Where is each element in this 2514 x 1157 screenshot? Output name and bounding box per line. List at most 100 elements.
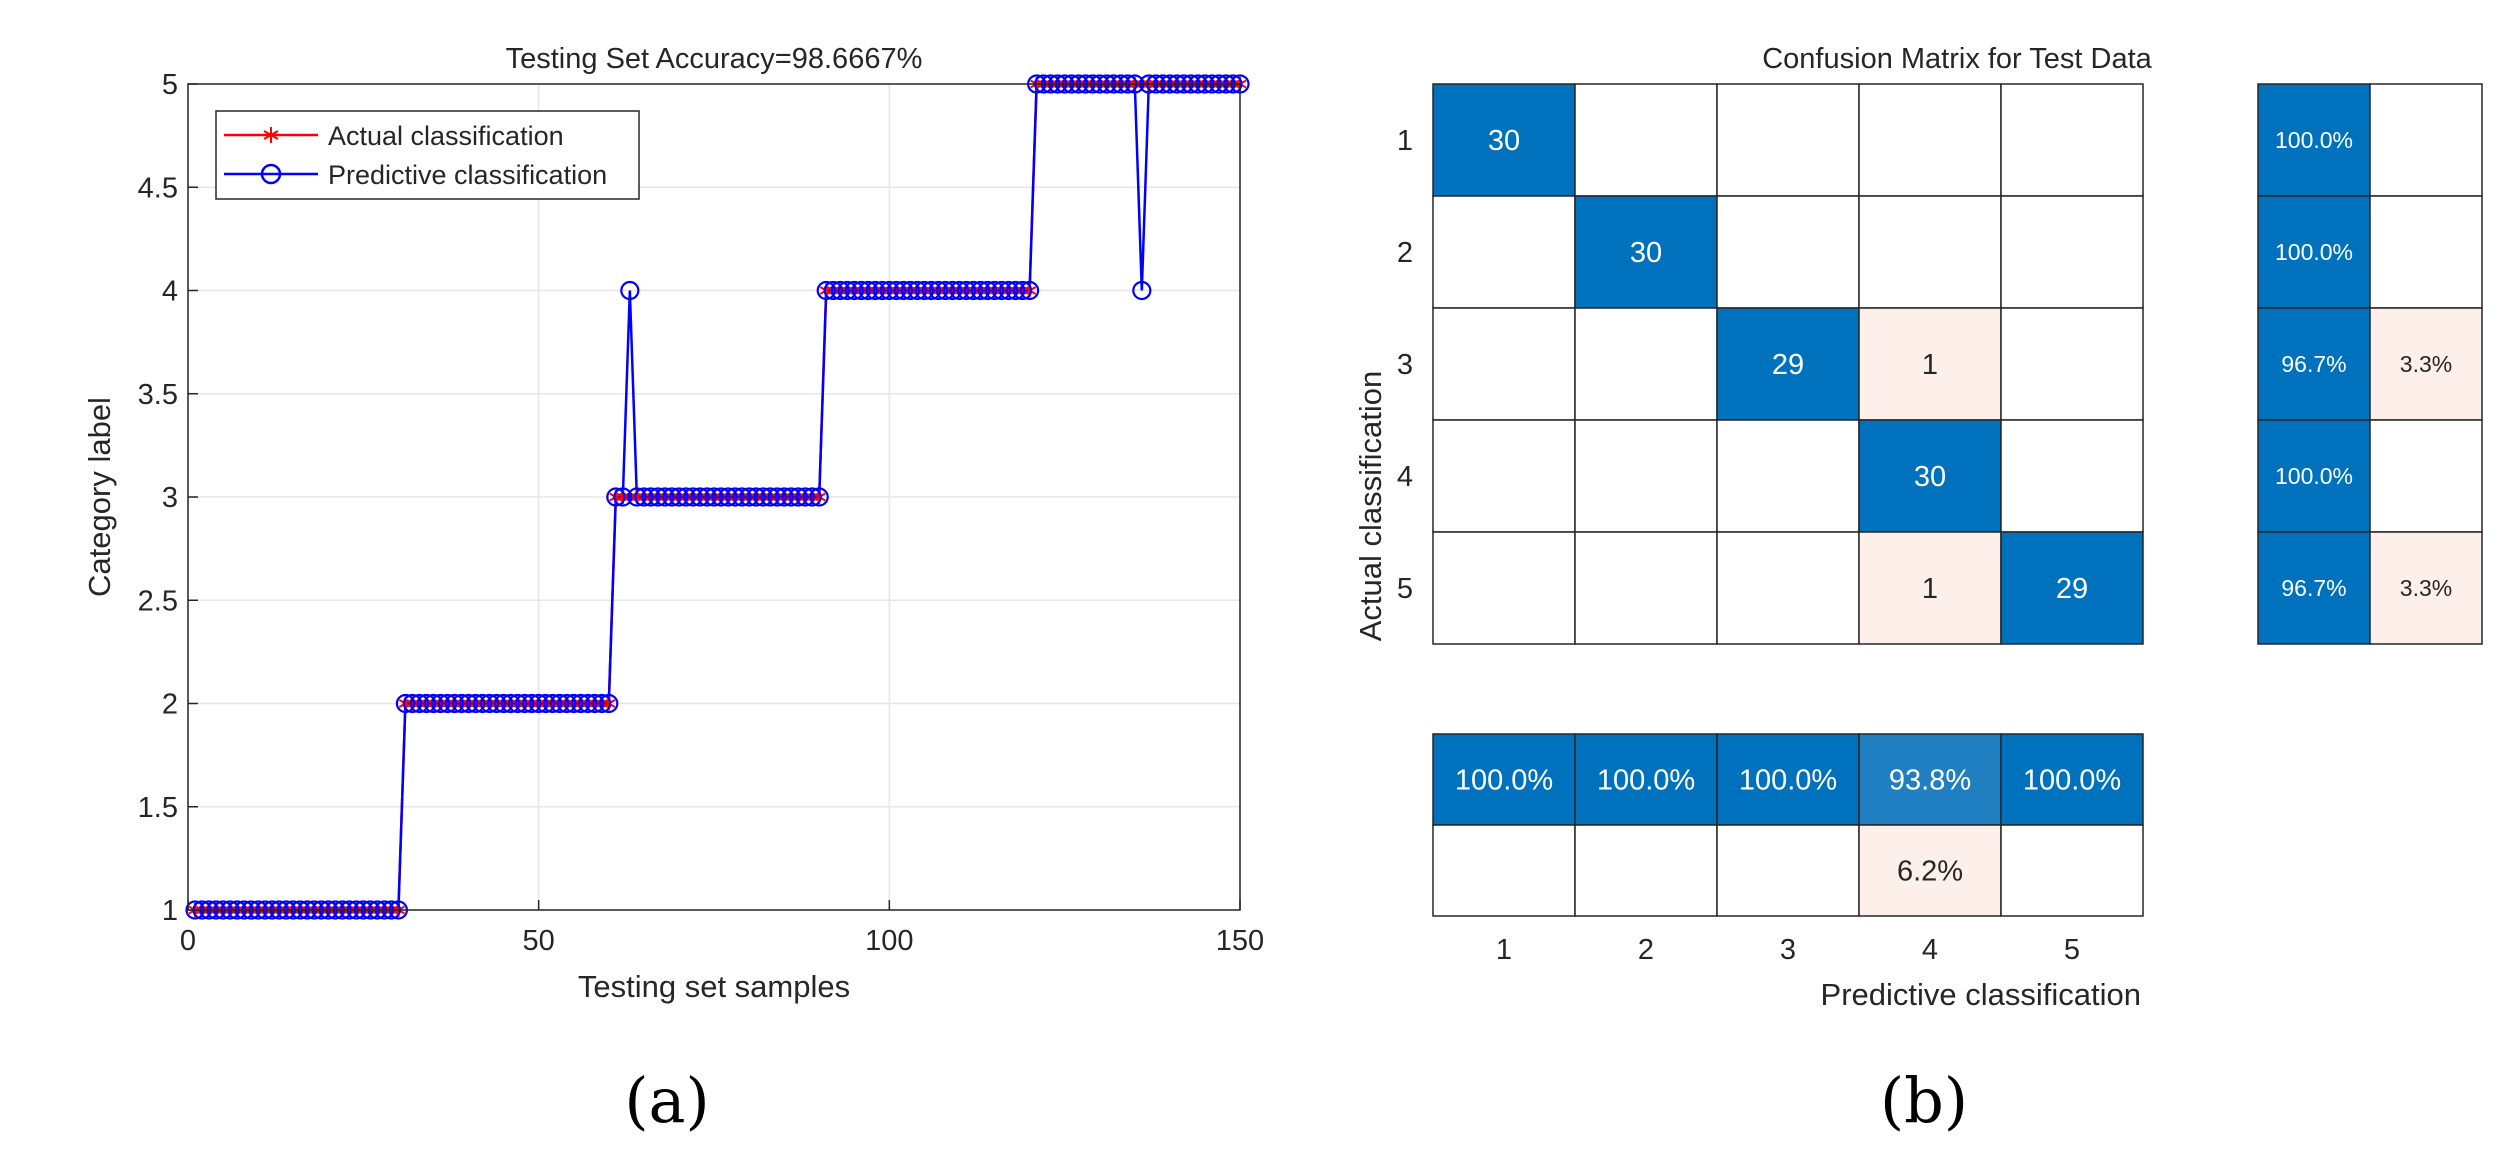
predicted-point — [592, 693, 612, 714]
predicted-point — [451, 693, 472, 714]
predicted-point — [1005, 280, 1026, 301]
y-tick-label: 2 — [162, 689, 178, 721]
predicted-point — [907, 280, 927, 301]
cm-cell — [1716, 195, 1860, 309]
predicted-point — [508, 693, 528, 714]
cm-cell — [2000, 195, 2144, 309]
row-summary-cell — [2257, 83, 2371, 197]
predicted-point — [613, 487, 633, 507]
predicted-point — [395, 693, 416, 714]
row-summary-value: 100.0% — [2275, 463, 2353, 489]
y-tick-label: 3 — [162, 482, 178, 514]
predicted-point — [648, 487, 668, 507]
column-summary-value: 100.0% — [2023, 765, 2121, 797]
predicted-point — [830, 280, 850, 301]
predicted-point — [1019, 280, 1040, 301]
row-summary-cell — [2257, 531, 2371, 645]
predicted-point — [998, 280, 1019, 301]
predicted-point — [409, 693, 430, 714]
row-summary-cell — [2369, 83, 2483, 197]
cm-row-tick-label: 5 — [1397, 573, 1413, 605]
predicted-point — [767, 487, 787, 507]
column-summary-value: 100.0% — [1597, 765, 1695, 797]
cm-col-tick-label: 2 — [1638, 934, 1654, 966]
cm-cell — [1574, 83, 1718, 197]
predicted-point — [437, 693, 458, 714]
predicted-point — [879, 280, 899, 301]
predicted-point — [746, 487, 766, 507]
predicted-point — [781, 487, 801, 507]
predicted-point — [515, 693, 535, 714]
predicted-point — [963, 280, 984, 301]
row-summary-cell — [2369, 419, 2483, 533]
predicted-point — [809, 487, 829, 507]
cm-row-tick-label: 1 — [1397, 125, 1413, 157]
cm-cell — [1858, 531, 2002, 645]
row-summary-cell — [2257, 195, 2371, 309]
legend-actual-label: Actual classification — [328, 121, 564, 151]
cm-cell-value: 30 — [1914, 461, 1946, 493]
predicted-point — [711, 487, 731, 507]
confusion-matrix-ticks: 1 1 2 2 3 3 4 4 5 5 — [1397, 125, 2080, 966]
row-summary-cell — [2369, 307, 2483, 421]
cm-cell — [1574, 531, 1718, 645]
predicted-point — [991, 280, 1012, 301]
predicted-point — [942, 280, 963, 301]
cm-cell — [1858, 307, 2002, 421]
predicted-point — [536, 693, 556, 714]
row-summary-value: 96.7% — [2281, 575, 2346, 601]
predicted-point — [676, 487, 696, 507]
predicted-point — [627, 487, 647, 507]
predicted-point — [816, 280, 836, 301]
y-tick-label: 5 — [162, 69, 178, 101]
row-summary-value: 96.7% — [2281, 351, 2346, 377]
row-summary-value: 3.3% — [2400, 351, 2452, 377]
cm-cell — [2000, 83, 2144, 197]
predicted-point — [837, 280, 857, 301]
predicted-point — [753, 487, 773, 507]
x-tick-label: 150 — [1216, 925, 1264, 957]
predicted-point — [465, 693, 486, 714]
predicted-point — [1012, 280, 1033, 301]
cm-cell — [1574, 419, 1718, 533]
legend-box — [215, 110, 640, 200]
column-summary-cell — [1716, 733, 1860, 826]
cm-cell — [1432, 531, 1576, 645]
confusion-matrix-y-axis-label: Actual classification — [1353, 371, 1388, 642]
predicted-point — [725, 487, 745, 507]
cm-cell — [1858, 195, 2002, 309]
predicted-point — [697, 487, 717, 507]
predicted-point — [984, 280, 1005, 301]
predicted-point — [690, 487, 710, 507]
y-tick-label: 1 — [162, 895, 178, 927]
line-chart-x-axis-label: Testing set samples — [578, 969, 850, 1004]
predicted-point — [578, 693, 598, 714]
predicted-point — [606, 487, 626, 507]
predicted-point — [900, 280, 920, 301]
predicted-point — [634, 487, 654, 507]
cm-col-tick-label: 1 — [1496, 934, 1512, 966]
legend-predicted-marker — [260, 163, 282, 185]
row-summary-cell — [2369, 531, 2483, 645]
column-summary-value: 100.0% — [1739, 765, 1837, 797]
cm-cell-value: 1 — [1922, 573, 1938, 605]
x-tick-label: 50 — [523, 925, 555, 957]
column-summary-value: 93.8% — [1889, 765, 1971, 797]
predicted-point — [956, 280, 977, 301]
cm-cell — [1716, 419, 1860, 533]
column-summary-cell — [1574, 824, 1718, 917]
predicted-point — [557, 693, 577, 714]
predicted-point — [543, 693, 563, 714]
predicted-point — [872, 280, 892, 301]
predicted-point — [893, 280, 913, 301]
column-summary-cell — [2000, 824, 2144, 917]
predicted-point — [970, 280, 991, 301]
predicted-point — [802, 487, 822, 507]
column-summary-cell — [2000, 733, 2144, 826]
confusion-matrix-title: Confusion Matrix for Test Data — [1762, 43, 2152, 75]
cm-cell-value: 29 — [2056, 573, 2088, 605]
predicted-point — [949, 280, 970, 301]
row-summary-value: 100.0% — [2275, 239, 2353, 265]
